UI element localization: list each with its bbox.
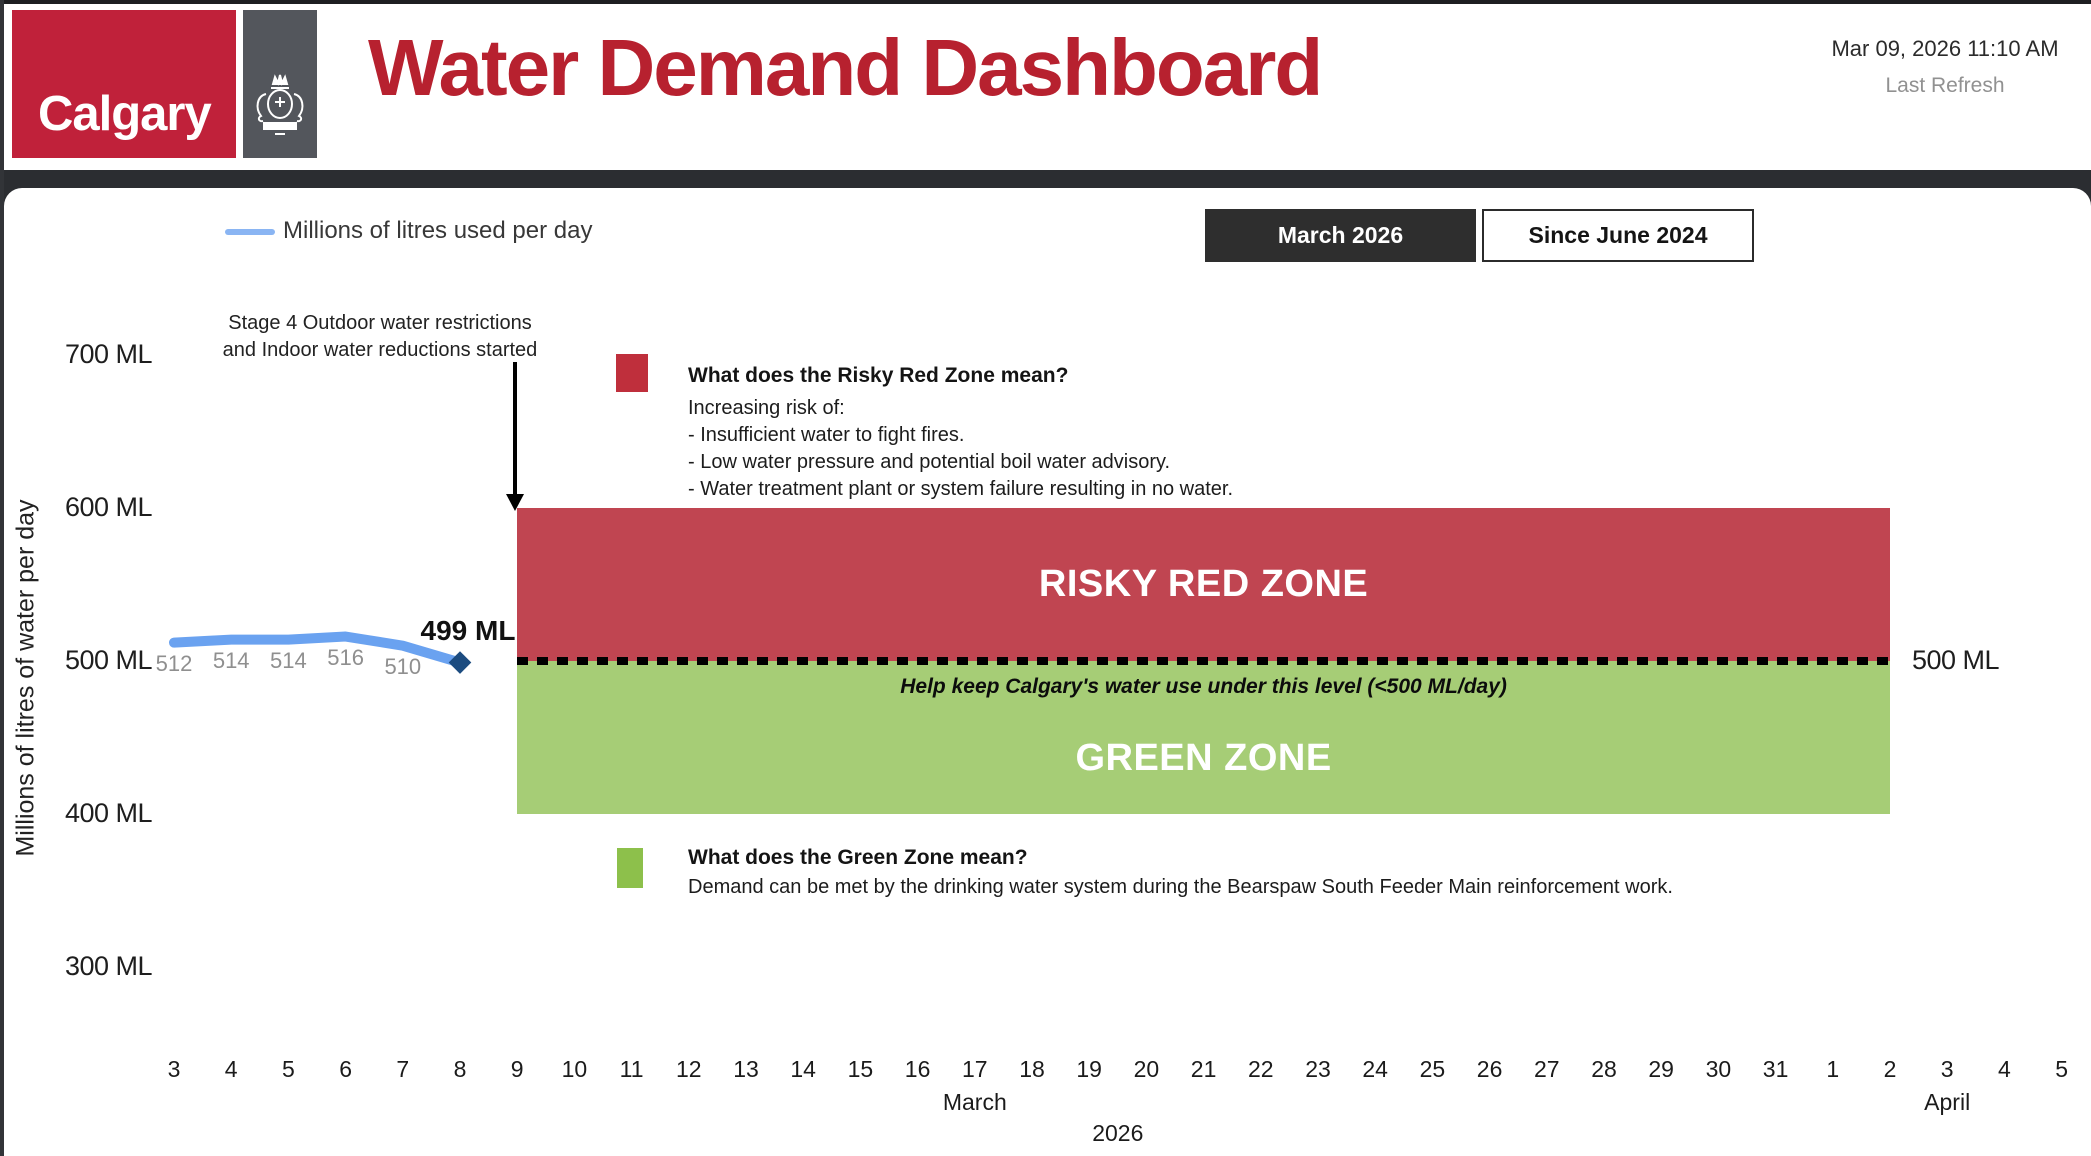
x-axis-tick: 18 [1019,1056,1045,1082]
x-axis-tick: 31 [1762,1056,1789,1082]
threshold-right-label: 500 ML [1912,645,2000,675]
calgary-logo-wordmark: Calgary [38,87,212,141]
window-top-edge [0,0,2091,4]
y-axis-tick: 500 ML [64,645,153,675]
data-point-label: 514 [212,647,250,673]
x-axis-tick: 15 [847,1056,874,1082]
risky-red-zone-label: RISKY RED ZONE [1038,563,1369,605]
threshold-help-text: Help keep Calgary's water use under this… [900,675,1507,698]
window-left-edge [0,0,4,1156]
last-refresh-label: Last Refresh [1885,74,2005,97]
risky-red-zone: RISKY RED ZONE [517,508,1890,661]
x-axis-tick: 6 [339,1056,352,1082]
x-axis-tick: 29 [1648,1056,1674,1082]
threshold-line [517,657,1890,665]
annotation-line1: Stage 4 Outdoor water restrictions [228,312,532,334]
x-axis-tick: 2 [1883,1056,1897,1082]
x-axis-tick: 3 [167,1056,181,1082]
x-axis-tick: 24 [1362,1056,1388,1082]
x-axis-tick: 17 [962,1056,988,1082]
x-axis-tick: 23 [1305,1056,1331,1082]
y-axis-tick: 400 ML [64,798,153,828]
red-zone-info-line: - Water treatment plant or system failur… [688,478,1234,500]
data-point-label: 510 [384,653,422,679]
x-axis-tick: 28 [1591,1056,1617,1082]
x-axis-year-label: 2026 [1092,1120,1144,1146]
green-zone: Help keep Calgary's water use under this… [517,661,1890,814]
red-zone-info-line: - Low water pressure and potential boil … [688,451,1171,473]
y-axis-title: Millions of litres of water per day [11,499,40,857]
button-since-june-2024[interactable]: Since June 2024 [1482,209,1754,262]
page-title: Water Demand Dashboard [368,23,1323,112]
y-axis-tick: 300 ML [64,951,153,981]
x-axis-tick: 8 [453,1056,467,1082]
x-axis-tick: 26 [1476,1056,1503,1082]
legend-line-swatch [225,229,275,235]
red-zone-swatch-icon [616,354,648,392]
last-refresh-time: Mar 09, 2026 11:10 AM [1831,36,2059,61]
last-data-point-label: 499 ML [420,614,516,646]
legend-label: Millions of litres used per day [283,217,593,244]
y-axis-tick: 700 ML [64,339,153,369]
annotation-stage4: Stage 4 Outdoor water restrictions and I… [160,310,600,364]
x-axis-tick: 5 [2055,1056,2068,1082]
green-zone-label: GREEN ZONE [1075,737,1332,779]
x-axis-tick: 19 [1076,1056,1102,1082]
x-axis-tick: 14 [790,1056,816,1082]
green-zone-swatch-icon [617,848,643,888]
data-point-label: 516 [327,644,364,670]
annotation-line2: and Indoor water reductions started [222,339,538,361]
x-axis-tick: 9 [510,1056,524,1082]
calgary-logo: Calgary [12,10,236,158]
x-axis-tick: 3 [1940,1056,1954,1082]
x-axis-tick: 22 [1248,1056,1274,1082]
red-zone-info-title: What does the Risky Red Zone mean? [688,364,1069,387]
x-axis-tick: 12 [676,1056,702,1082]
red-zone-info-line: - Insufficient water to fight fires. [688,424,965,446]
x-axis-tick: 5 [281,1056,295,1082]
x-axis-tick: 11 [619,1056,644,1082]
data-point-label: 514 [270,647,307,673]
x-axis-tick: 7 [396,1056,410,1082]
annotation-arrowhead-icon [506,494,524,511]
green-zone-info-line: Demand can be met by the drinking water … [688,876,1673,898]
calgary-crest-box [243,10,317,158]
green-zone-info-title: What does the Green Zone mean? [688,846,1028,869]
x-axis-tick: 13 [733,1056,759,1082]
x-axis-tick: 16 [904,1056,931,1082]
y-axis-tick: 600 ML [64,492,153,522]
calgary-crest-icon [256,74,304,135]
red-zone-info-line: Increasing risk of: [688,397,845,419]
annotation-arrow [513,362,517,494]
x-axis-tick: 10 [561,1056,588,1082]
x-axis-tick: 27 [1534,1056,1560,1082]
x-axis-tick: 20 [1133,1056,1160,1082]
x-axis-tick: 4 [224,1056,238,1082]
x-axis-tick: 21 [1190,1056,1217,1082]
button-march-2026[interactable]: March 2026 [1205,209,1476,262]
x-axis-month-label: April [1924,1089,1971,1115]
last-refresh: Mar 09, 2026 11:10 AM Last Refresh [1820,36,2070,98]
x-axis-tick: 25 [1419,1056,1446,1082]
x-axis-tick: 4 [1997,1056,2011,1082]
x-axis-tick: 30 [1705,1056,1732,1082]
x-axis-month-label: March [942,1089,1007,1115]
data-point-label: 512 [155,650,193,676]
x-axis-tick: 1 [1826,1056,1840,1082]
